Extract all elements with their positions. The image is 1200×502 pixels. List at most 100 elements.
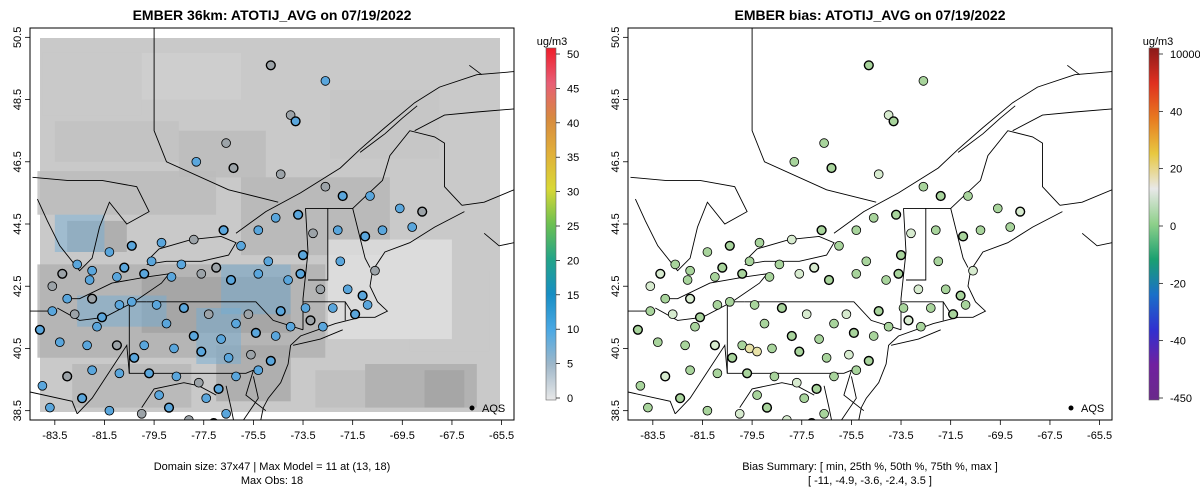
aqs-site-marker bbox=[213, 383, 224, 395]
aqs-site-marker bbox=[685, 365, 695, 376]
aqs-site-marker bbox=[54, 337, 65, 348]
colorbar-scale bbox=[545, 47, 557, 401]
aqs-site-marker bbox=[769, 371, 780, 382]
aqs-site-marker bbox=[737, 268, 748, 279]
aqs-site-marker bbox=[868, 331, 879, 341]
aqs-site-marker bbox=[119, 262, 130, 273]
aqs-site-marker bbox=[881, 275, 891, 285]
aqs-site-marker bbox=[62, 371, 73, 382]
aqs-site-marker bbox=[841, 309, 852, 320]
aqs-site-marker bbox=[816, 225, 827, 236]
panel-title: EMBER bias: ATOTIJ_AVG on 07/19/2022 bbox=[734, 7, 1005, 23]
aqs-site-marker bbox=[774, 259, 785, 270]
x-tick-label: -83.5 bbox=[42, 430, 67, 442]
model-grid-cell bbox=[37, 171, 217, 215]
aqs-site-marker bbox=[318, 321, 328, 332]
colorbar-tick-label: 5 bbox=[567, 359, 573, 371]
model-grid-cell bbox=[54, 214, 105, 252]
aqs-site-marker bbox=[34, 324, 46, 335]
aqs-site-marker bbox=[332, 225, 343, 236]
aqs-site-marker bbox=[357, 290, 368, 301]
aqs-site-markers bbox=[34, 60, 428, 420]
aqs-site-marker bbox=[76, 393, 88, 404]
boundary-line bbox=[1067, 64, 1080, 76]
x-tick-label: -75.5 bbox=[241, 430, 266, 442]
aqs-site-marker bbox=[868, 213, 879, 223]
boundary-line bbox=[414, 108, 514, 132]
aqs-site-marker bbox=[231, 318, 241, 329]
aqs-site-marker bbox=[930, 225, 941, 236]
aqs-site-marker bbox=[643, 402, 653, 413]
aqs-site-marker bbox=[225, 274, 237, 286]
aqs-site-marker bbox=[851, 365, 862, 376]
aqs-site-marker bbox=[947, 309, 959, 320]
aqs-site-marker bbox=[670, 259, 680, 270]
x-tick-label: -83.5 bbox=[640, 430, 665, 442]
aqs-site-marker bbox=[176, 259, 187, 270]
y-tick-label: 38.5 bbox=[12, 400, 24, 421]
aqs-site-marker bbox=[794, 268, 805, 279]
aqs-legend-marker bbox=[1068, 405, 1074, 411]
aqs-site-marker bbox=[717, 262, 728, 273]
aqs-site-marker bbox=[645, 281, 656, 292]
x-tick-label: -81.5 bbox=[690, 430, 715, 442]
aqs-site-marker bbox=[933, 256, 944, 267]
boundary-line bbox=[32, 176, 150, 272]
aqs-site-marker bbox=[913, 284, 924, 295]
aqs-site-marker bbox=[136, 408, 147, 419]
aqs-legend-marker bbox=[469, 405, 475, 411]
aqs-site-marker bbox=[957, 231, 969, 242]
x-tick-label: -77.5 bbox=[789, 430, 814, 442]
colorbar-ticks: 10000 40 20 0 -20 -40 -450 bbox=[1159, 49, 1200, 405]
x-tick-label: -71.5 bbox=[340, 430, 365, 442]
model-grid-cell bbox=[315, 370, 365, 408]
aqs-site-marker bbox=[975, 225, 986, 236]
aqs-site-marker bbox=[161, 318, 172, 329]
boundary-line bbox=[76, 343, 130, 415]
aqs-site-marker bbox=[377, 225, 388, 236]
aqs-site-marker bbox=[236, 241, 246, 251]
colorbar-tick-label: 30 bbox=[567, 187, 579, 199]
aqs-site-marker bbox=[992, 203, 1003, 214]
aqs-site-marker bbox=[752, 390, 762, 400]
aqs-site-marker bbox=[218, 225, 229, 236]
aqs-site-marker bbox=[253, 365, 264, 376]
aqs-site-marker bbox=[851, 225, 862, 236]
aqs-site-marker bbox=[660, 371, 671, 382]
aqs-site-marker bbox=[873, 169, 884, 180]
aqs-site-marker bbox=[263, 256, 274, 267]
aqs-site-marker bbox=[635, 380, 646, 391]
aqs-site-marker bbox=[275, 306, 286, 317]
aqs-site-marker bbox=[223, 352, 234, 363]
boundary-line bbox=[461, 189, 514, 206]
aqs-site-marker bbox=[685, 265, 695, 276]
x-tick-label: -73.5 bbox=[888, 430, 913, 442]
aqs-site-marker bbox=[320, 181, 331, 192]
aqs-site-marker bbox=[265, 60, 276, 71]
colorbar-tick-label: 0 bbox=[1170, 221, 1176, 233]
aqs-site-marker bbox=[794, 346, 805, 357]
x-tick-label: -67.5 bbox=[1037, 430, 1062, 442]
max-obs-caption: Max Obs: 18 bbox=[241, 475, 303, 487]
aqs-site-marker bbox=[632, 324, 644, 335]
aqs-site-marker bbox=[216, 334, 226, 344]
boundary-line bbox=[302, 208, 309, 330]
aqs-site-marker bbox=[893, 268, 904, 279]
aqs-site-marker bbox=[308, 228, 318, 239]
aqs-site-marker bbox=[786, 330, 797, 342]
boundary-line bbox=[950, 208, 969, 268]
aqs-site-marker bbox=[275, 169, 286, 180]
aqs-site-marker bbox=[680, 340, 690, 351]
aqs-site-marker bbox=[196, 346, 207, 357]
panel-title: EMBER 36km: ATOTIJ_AVG on 07/19/2022 bbox=[133, 7, 412, 23]
boundary-line bbox=[305, 130, 463, 209]
aqs-site-marker bbox=[47, 281, 58, 292]
aqs-site-marker bbox=[82, 340, 92, 351]
map-background bbox=[628, 28, 1112, 420]
coastline-and-borders bbox=[628, 28, 1112, 420]
aqs-site-marker bbox=[104, 405, 115, 416]
boundary-line bbox=[833, 71, 1112, 234]
colorbar-tick-label: 25 bbox=[567, 221, 579, 233]
aqs-site-marker bbox=[754, 237, 765, 248]
